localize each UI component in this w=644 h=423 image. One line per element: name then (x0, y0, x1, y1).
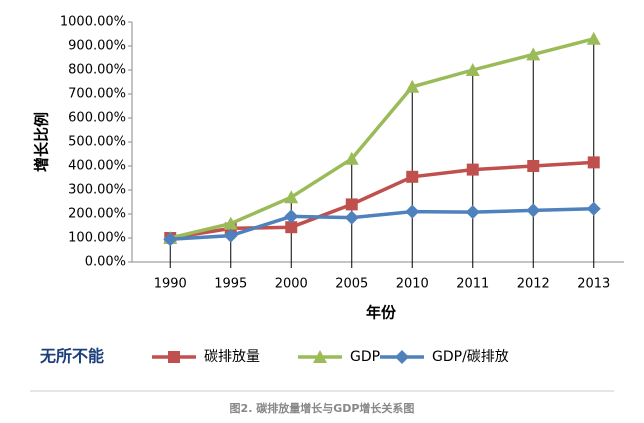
marker (395, 350, 409, 364)
marker (163, 232, 178, 247)
y-tick-label: 0.00% (85, 255, 126, 270)
y-tick-label: 700.00% (68, 87, 126, 102)
marker (405, 204, 420, 219)
marker (285, 221, 298, 234)
marker (527, 160, 540, 172)
marker (344, 151, 359, 165)
y-tick-label: 400.00% (68, 159, 126, 174)
caption: 图2. 碳排放量增长与GDP增长关系图 (230, 401, 415, 415)
y-tick-label: 600.00% (68, 111, 126, 126)
y-tick-label: 800.00% (68, 63, 126, 78)
x-tick-label: 2013 (577, 277, 610, 292)
marker (465, 205, 480, 220)
legend-label: GDP/碳排放 (432, 349, 509, 365)
marker (526, 203, 541, 218)
legend-label: GDP (350, 349, 380, 365)
x-axis-label: 年份 (366, 304, 397, 322)
legend-label: 碳排放量 (204, 349, 260, 365)
x-tick-label: 2010 (396, 277, 429, 292)
y-tick-label: 100.00% (68, 231, 126, 246)
marker (344, 210, 359, 225)
y-tick-label: 200.00% (68, 207, 126, 222)
x-tick-label: 2012 (517, 277, 550, 292)
marker (406, 170, 419, 183)
marker (223, 216, 238, 230)
marker (284, 190, 299, 204)
y-tick-label: 500.00% (68, 135, 126, 150)
y-tick-label: 300.00% (68, 183, 126, 198)
marker (405, 79, 420, 93)
x-tick-label: 1990 (154, 277, 187, 292)
series-line (169, 160, 594, 240)
y-axis-label: 增长比例 (33, 112, 51, 172)
marker (223, 228, 238, 243)
marker (586, 31, 601, 45)
y-tick-label: 1000.00% (60, 15, 126, 30)
series-line (170, 206, 594, 241)
marker (168, 351, 180, 363)
marker (284, 209, 299, 224)
x-tick-label: 2000 (275, 277, 308, 292)
marker (526, 47, 541, 61)
logo: 无所不能 (39, 347, 104, 366)
marker (586, 201, 601, 216)
marker (587, 156, 600, 169)
marker (465, 63, 480, 76)
series-line (169, 37, 595, 240)
marker (466, 163, 479, 176)
marker (345, 198, 358, 211)
x-tick-label: 1995 (214, 277, 247, 292)
x-tick-label: 2005 (335, 277, 368, 292)
x-tick-label: 2011 (456, 277, 489, 292)
marker (313, 350, 327, 363)
y-tick-label: 900.00% (68, 39, 126, 54)
